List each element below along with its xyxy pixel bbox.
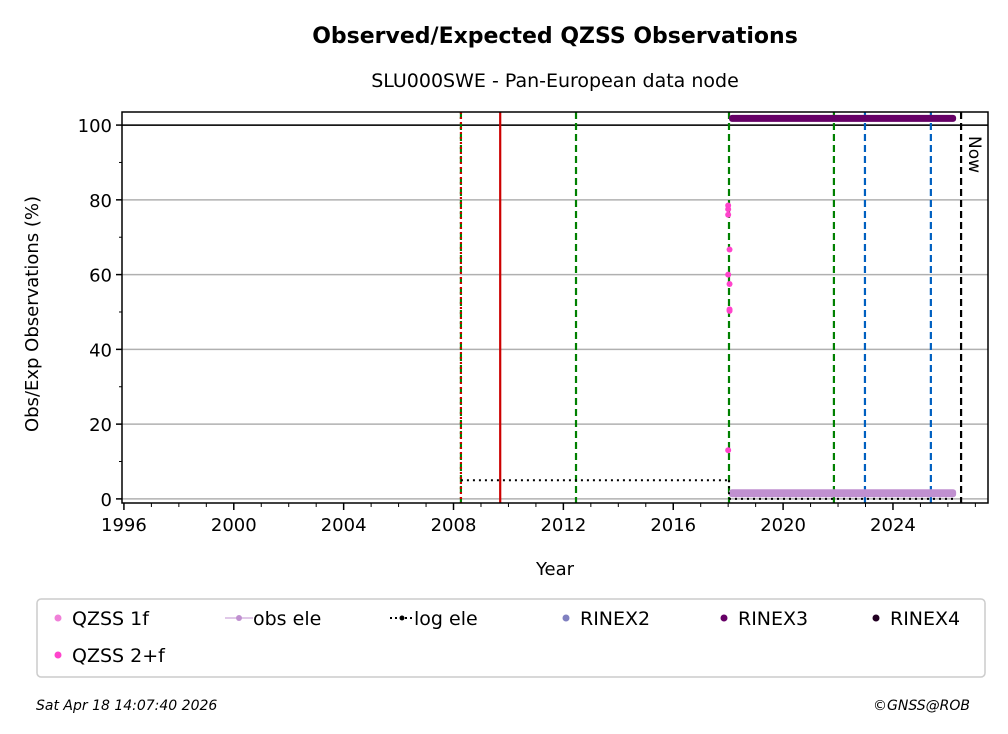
footer-credit: ©GNSS@ROB — [873, 698, 970, 714]
rinex3-band — [728, 114, 957, 122]
y-tick-label: 100 — [78, 116, 112, 137]
legend-label: QZSS 1f — [72, 608, 150, 630]
legend-label: RINEX2 — [580, 608, 650, 630]
footer-timestamp: Sat Apr 18 14:07:40 2026 — [36, 698, 217, 714]
legend-marker-icon — [562, 614, 570, 622]
legend-label: RINEX3 — [738, 608, 808, 630]
now-label: Now — [964, 136, 984, 173]
x-tick-label: 2008 — [431, 515, 477, 536]
legend-item: QZSS 1f — [54, 608, 150, 630]
legend-marker-icon — [720, 614, 728, 622]
legend-label: RINEX4 — [890, 608, 960, 630]
y-tick-label: 80 — [89, 191, 112, 212]
legend-item: log ele — [390, 608, 478, 630]
chart-title: Observed/Expected QZSS Observations — [312, 24, 798, 49]
legend-frame — [36, 598, 986, 678]
data-point — [725, 271, 732, 278]
obs-ele-band — [728, 489, 957, 498]
data-point — [726, 280, 733, 287]
legend-item: RINEX3 — [720, 608, 808, 630]
legend-item: RINEX2 — [562, 608, 650, 630]
plot-frame — [121, 111, 989, 504]
legend-label: QZSS 2+f — [72, 645, 166, 667]
y-tick-label: 0 — [101, 490, 112, 511]
legend-marker-icon — [236, 615, 242, 621]
legend-item: RINEX4 — [872, 608, 960, 630]
x-tick-label: 2020 — [760, 515, 806, 536]
x-tick-label: 2016 — [650, 515, 696, 536]
x-axis-label: Year — [535, 559, 575, 580]
legend-label: obs ele — [253, 608, 321, 630]
data-point — [725, 211, 732, 218]
x-tick-label: 2024 — [870, 515, 916, 536]
legend-marker-icon — [54, 651, 62, 659]
x-tick-label: 2012 — [540, 515, 586, 536]
y-tick-label: 40 — [89, 340, 112, 361]
y-tick-label: 60 — [89, 266, 112, 287]
legend-item: obs ele — [225, 608, 321, 630]
y-tick-label: 20 — [89, 415, 112, 436]
x-tick-label: 2004 — [321, 515, 367, 536]
y-axis-label: Obs/Exp Observations (%) — [22, 196, 43, 432]
legend-marker-icon — [872, 614, 880, 622]
data-point — [725, 447, 732, 454]
legend-item: QZSS 2+f — [54, 645, 166, 667]
chart-subtitle: SLU000SWE - Pan-European data node — [371, 70, 739, 92]
legend-label: log ele — [414, 608, 478, 630]
legend-marker-icon — [54, 614, 62, 622]
x-tick-label: 1996 — [101, 515, 147, 536]
legend-marker-icon — [399, 615, 405, 621]
legend: QZSS 1f obs ele log ele RINEX2 RINEX3 RINEX4 Q… — [36, 598, 986, 678]
x-tick-label: 2000 — [211, 515, 257, 536]
data-point — [726, 307, 733, 314]
data-point — [725, 206, 732, 213]
data-point — [726, 246, 733, 253]
